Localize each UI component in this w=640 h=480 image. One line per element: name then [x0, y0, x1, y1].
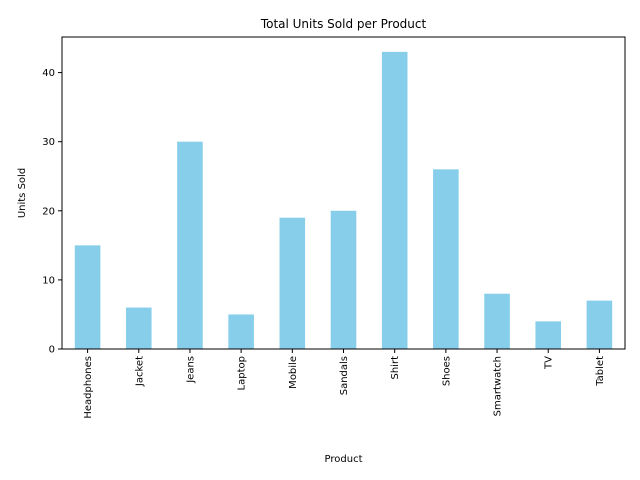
- bars-group: [74, 51, 613, 349]
- bar-shirt: [381, 51, 408, 349]
- bar-mobile: [279, 217, 306, 349]
- plot-area-frame: [61, 36, 626, 350]
- chart-title: Total Units Sold per Product: [260, 17, 427, 31]
- y-tick-label: 10: [42, 275, 55, 286]
- x-tick-label: TV: [544, 356, 555, 370]
- bar-shoes: [433, 169, 459, 349]
- y-tick-label: 20: [42, 206, 55, 217]
- bar-jeans: [177, 141, 203, 349]
- bar-jacket: [125, 307, 152, 349]
- x-tick-label: Jacket: [134, 356, 145, 387]
- x-tick-label: Shirt: [390, 356, 401, 380]
- x-tick-label: Jeans: [185, 356, 196, 384]
- x-tick-label: Sandals: [339, 356, 350, 395]
- y-axis-label: Units Sold: [17, 168, 28, 218]
- x-tick-label: Headphones: [83, 356, 94, 419]
- bar-smartwatch: [484, 293, 510, 349]
- bar-tablet: [586, 300, 613, 349]
- y-tick-label: 30: [42, 137, 55, 148]
- x-axis-label: Product: [325, 454, 363, 465]
- bar-sandals: [330, 210, 357, 349]
- bar-headphones: [74, 245, 101, 349]
- y-tick-label: 40: [42, 68, 55, 79]
- x-tick-label: Laptop: [237, 356, 248, 390]
- x-tick-label: Shoes: [441, 356, 452, 386]
- x-axis-ticks: Headphones Jacket Jeans Laptop Mobile Sandals…: [83, 349, 606, 419]
- bar-tv: [535, 321, 562, 349]
- y-tick-label: 0: [49, 345, 55, 356]
- bar-laptop: [228, 314, 254, 349]
- x-tick-label: Smartwatch: [493, 356, 504, 416]
- y-axis-ticks: 0 10 20 30 40: [42, 68, 62, 356]
- x-tick-label: Tablet: [595, 356, 606, 387]
- x-tick-label: Mobile: [288, 356, 299, 389]
